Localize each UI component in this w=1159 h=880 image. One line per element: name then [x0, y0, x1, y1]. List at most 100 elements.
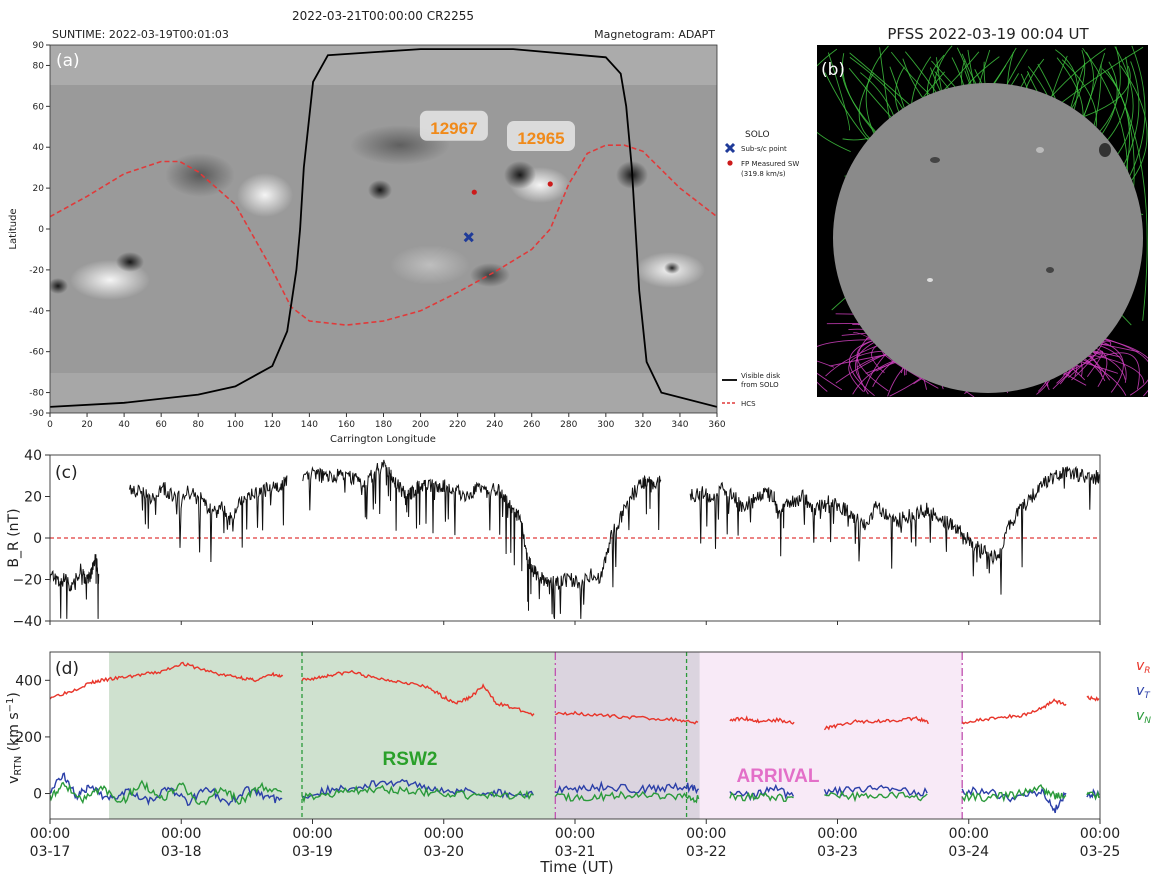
a-ytick-label-40: 40 — [33, 143, 45, 153]
visible-disk-line — [50, 48, 717, 408]
legend-v_N: vN — [1136, 708, 1151, 726]
legend-v_R: vR — [1136, 658, 1151, 676]
field-line-positive-35 — [817, 48, 851, 153]
panel-b-letter: (b) — [821, 60, 845, 80]
a-ytick-label--60: -60 — [29, 348, 44, 358]
series-v_N-segment-0 — [50, 779, 283, 806]
legend-fp-sublabel: (319.8 km/s) — [741, 170, 786, 178]
annotation-arrival: ARRIVAL — [736, 766, 819, 787]
a-ytick-label--20: -20 — [29, 266, 44, 276]
a-xtick-label-120: 120 — [264, 420, 281, 430]
panel-a-title: 2022-03-21T00:00:00 CR2255 — [292, 9, 474, 23]
d-xtick-time-0: 00:00 — [30, 826, 70, 842]
d-xtick-date-5: 03-22 — [686, 844, 727, 860]
legend-subsc-marker — [724, 142, 736, 154]
series-v_T-segment-3 — [729, 783, 795, 802]
series-v_N-segment-3 — [729, 791, 794, 803]
d-xtick-time-7: 00:00 — [949, 826, 989, 842]
magnetogram-map: 12967 12965 — [50, 45, 717, 413]
c-ytick-label--20: −20 — [12, 573, 42, 589]
series-v_N-segment-5 — [961, 784, 1067, 803]
c-ytick-label-0: 0 — [33, 531, 42, 547]
a-xtick-label-20: 20 — [81, 420, 93, 430]
legend-hcs-label: HCS — [741, 400, 756, 408]
legend-disk-label: Visible disk from SOLO — [741, 372, 781, 389]
panel-a-xlabel: Carrington Longitude — [330, 434, 436, 445]
shaded-interval-1 — [555, 652, 700, 819]
br-segment-0 — [50, 554, 100, 619]
d-xtick-time-6: 00:00 — [817, 826, 857, 842]
series-v_R-segment-6 — [1086, 695, 1100, 702]
footpoint-1 — [547, 181, 553, 187]
d-xtick-date-0: 03-17 — [30, 844, 71, 860]
region-label-12965: 12965 — [517, 129, 564, 148]
d-xtick-time-4: 00:00 — [555, 826, 595, 842]
d-xtick-time-5: 00:00 — [686, 826, 726, 842]
legend-fp-label: FP Measured SW — [741, 160, 799, 168]
series-v_N-segment-4 — [824, 790, 928, 803]
panel-d-ylabel: vRTN (km s−1) — [5, 692, 24, 784]
d-xtick-date-6: 03-23 — [817, 844, 858, 860]
d-xtick-date-2: 03-19 — [292, 844, 333, 860]
panel-a-header-right: Magnetogram: ADAPT — [594, 28, 715, 41]
a-xtick-label-360: 360 — [708, 420, 725, 430]
region-box-0 — [419, 110, 488, 141]
a-xtick-label-140: 140 — [301, 420, 318, 430]
field-line-positive-17 — [827, 52, 851, 131]
d-xtick-date-7: 03-24 — [948, 844, 989, 860]
region-box-1 — [506, 121, 575, 151]
legend-subsc-label: Sub-s/c point — [741, 145, 787, 153]
pfss-solar-disk — [833, 83, 1143, 393]
panel-c-ylabel: B_R (nT) — [6, 508, 22, 567]
region-label-12967: 12967 — [430, 119, 477, 138]
panel-c-y-axis: 40 20 0 −20 −40 — [12, 448, 50, 630]
series-v_R-segment-5 — [961, 698, 1067, 725]
d-ytick-label-200: 200 — [15, 730, 42, 746]
a-xtick-label-300: 300 — [597, 420, 614, 430]
panel-a: 2022-03-21T00:00:00 CR2255 SUNTIME: 2022… — [8, 9, 799, 445]
a-xtick-label-40: 40 — [118, 420, 130, 430]
d-ytick-label-0: 0 — [33, 787, 42, 803]
series-v_N-segment-2 — [554, 790, 700, 804]
legend-fp-marker — [727, 160, 733, 166]
a-xtick-label-200: 200 — [412, 420, 429, 430]
a-ytick-label-60: 60 — [33, 102, 45, 112]
panel-d-y-axis: 400 200 0 — [15, 673, 50, 803]
a-ytick-label--90: -90 — [29, 409, 44, 419]
shaded-interval-0 — [109, 652, 556, 819]
series-v_T-segment-1 — [301, 778, 535, 799]
c-ytick-label--40: −40 — [12, 614, 42, 630]
map-points — [463, 181, 553, 243]
a-ytick-label--40: -40 — [29, 307, 44, 317]
a-xtick-label-240: 240 — [486, 420, 503, 430]
c-ytick-label-40: 40 — [24, 448, 42, 464]
a-xtick-label-340: 340 — [671, 420, 688, 430]
panel-b: PFSS 2022-03-19 00:04 UT (b) — [817, 25, 1148, 397]
velocity-series — [50, 661, 1100, 814]
series-v_T-segment-5 — [961, 786, 1067, 814]
interval-boundaries — [301, 652, 963, 819]
a-ytick-label--80: -80 — [29, 389, 44, 399]
d-xtick-date-3: 03-20 — [423, 844, 464, 860]
footpoint-0 — [471, 189, 477, 195]
panel-a-y-axis: 90 80 60 40 20 0 -20 -40 -60 -80 -90 — [29, 41, 50, 419]
d-xtick-date-8: 03-25 — [1080, 844, 1121, 860]
shaded-intervals — [109, 652, 963, 819]
d-xtick-date-4: 03-21 — [555, 844, 596, 860]
a-xtick-label-60: 60 — [155, 420, 167, 430]
a-xtick-label-280: 280 — [560, 420, 577, 430]
panel-d-xlabel: Time (UT) — [539, 858, 613, 876]
a-xtick-label-100: 100 — [227, 420, 244, 430]
d-xtick-time-3: 00:00 — [424, 826, 464, 842]
panel-d-x-axis: 00:00 03-17 00:00 03-18 00:00 03-19 00:00 03-20… — [30, 819, 1121, 860]
panel-a-x-axis: 0 20 40 60 80 100 120 140 160 180 200 220 240 260 280 3… — [47, 413, 726, 430]
a-xtick-label-180: 180 — [375, 420, 392, 430]
panel-a-ylabel: Latitude — [8, 208, 19, 249]
region-labels: 12967 12965 — [419, 110, 575, 151]
a-xtick-label-80: 80 — [192, 420, 204, 430]
d-ytick-label-400: 400 — [15, 673, 42, 689]
panel-a-legend: SOLO Sub-s/c point FP Measured SW (319.8… — [722, 130, 799, 408]
c-ytick-label-20: 20 — [24, 490, 42, 506]
panel-d-legend: vR vT vN — [1136, 658, 1151, 726]
